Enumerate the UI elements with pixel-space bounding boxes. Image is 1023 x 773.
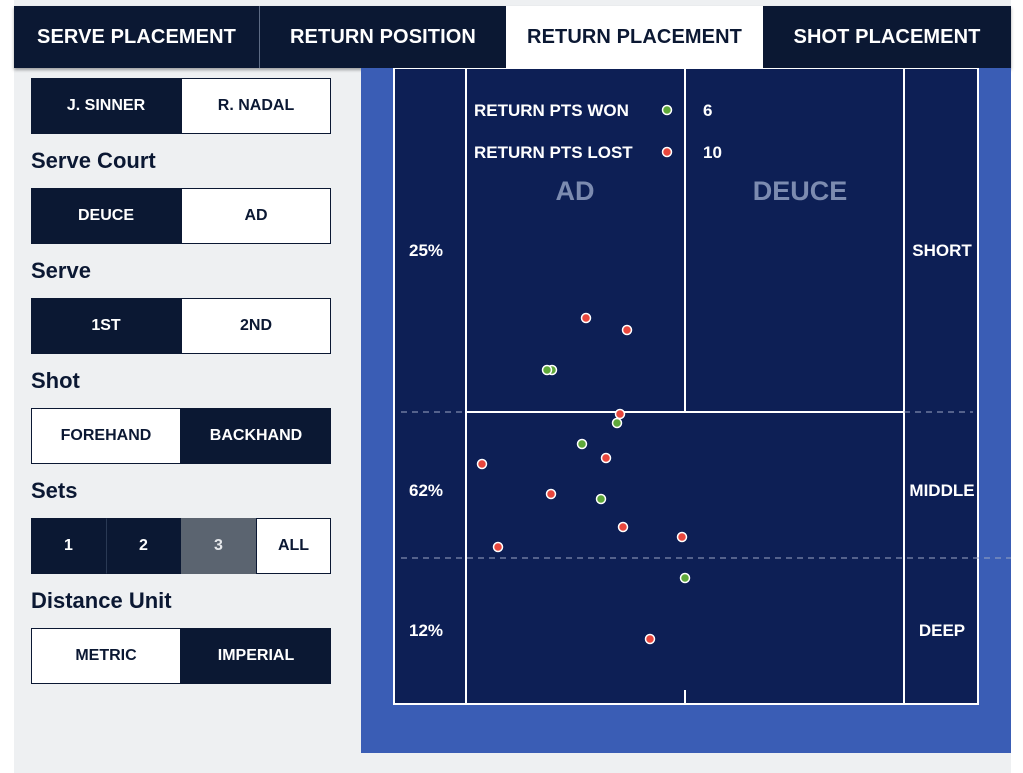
tab-bar: SERVE PLACEMENT RETURN POSITION RETURN P… (14, 6, 1011, 68)
serve-court-title: Serve Court (31, 148, 156, 173)
legend-won-value: 6 (703, 101, 712, 120)
serve-court-selector: DEUCE AD (31, 188, 331, 244)
return-dot-lost[interactable] (600, 452, 612, 464)
legend-lost-label: RETURN PTS LOST (474, 143, 633, 162)
return-dot-won[interactable] (595, 493, 607, 505)
legend-won-label: RETURN PTS WON (474, 101, 629, 120)
serve-court-ad-button[interactable]: AD (181, 188, 331, 244)
sets-selector: 1 2 3 ALL (31, 518, 331, 574)
legend-won-dot (661, 104, 673, 116)
tab-return-position[interactable]: RETURN POSITION (290, 25, 476, 48)
zone-middle-label: MIDDLE (909, 481, 974, 500)
set-2-button[interactable]: 2 (106, 518, 181, 574)
return-dot-lost[interactable] (676, 531, 688, 543)
set-all-button[interactable]: ALL (256, 518, 331, 574)
court-side-deuce-label: DEUCE (753, 176, 848, 206)
serve-selector: 1ST 2ND (31, 298, 331, 354)
return-dot-lost[interactable] (621, 324, 633, 336)
return-dots (476, 312, 691, 645)
legend-lost-dot (661, 146, 673, 158)
zone-deep-pct: 12% (409, 621, 443, 640)
shot-selector: FOREHAND BACKHAND (31, 408, 331, 464)
zone-short-pct: 25% (409, 241, 443, 260)
serve-first-button[interactable]: 1ST (31, 298, 181, 354)
return-dot-lost[interactable] (617, 521, 629, 533)
return-dot-lost[interactable] (476, 458, 488, 470)
sets-title: Sets (31, 478, 78, 503)
shot-backhand-button[interactable]: BACKHAND (181, 408, 331, 464)
zone-short-label: SHORT (912, 241, 972, 260)
shot-title: Shot (31, 368, 80, 393)
tab-serve-placement[interactable]: SERVE PLACEMENT (14, 6, 260, 68)
court-side-ad-label: AD (556, 176, 595, 206)
tab-shot-placement[interactable]: SHOT PLACEMENT (793, 25, 981, 48)
shot-forehand-button[interactable]: FOREHAND (31, 408, 181, 464)
return-dot-won[interactable] (541, 364, 553, 376)
return-dot-won[interactable] (576, 438, 588, 450)
return-dot-lost[interactable] (545, 488, 557, 500)
unit-imperial-button[interactable]: IMPERIAL (181, 628, 331, 684)
return-dot-lost[interactable] (580, 312, 592, 324)
zone-deep-label: DEEP (919, 621, 965, 640)
player-sinner-button[interactable]: J. SINNER (31, 78, 181, 134)
court-lines (393, 68, 979, 705)
set-1-button[interactable]: 1 (31, 518, 106, 574)
serve-second-button[interactable]: 2ND (181, 298, 331, 354)
set-3-button[interactable]: 3 (181, 518, 256, 574)
return-placement-court: RETURN PTS WON 6 RETURN PTS LOST 10 AD D… (393, 68, 1011, 705)
player-selector: J. SINNER R. NADAL (31, 78, 331, 134)
return-dot-won[interactable] (611, 417, 623, 429)
tab-return-placement[interactable]: RETURN PLACEMENT (506, 6, 763, 68)
player-nadal-button[interactable]: R. NADAL (181, 78, 331, 134)
serve-court-deuce-button[interactable]: DEUCE (31, 188, 181, 244)
return-dot-lost[interactable] (614, 408, 626, 420)
zone-dividers (401, 411, 1011, 559)
legend-lost-value: 10 (703, 143, 722, 162)
return-dot-lost[interactable] (492, 541, 504, 553)
distance-unit-title: Distance Unit (31, 588, 172, 613)
zone-middle-pct: 62% (409, 481, 443, 500)
serve-title: Serve (31, 258, 91, 283)
distance-unit-selector: METRIC IMPERIAL (31, 628, 331, 684)
unit-metric-button[interactable]: METRIC (31, 628, 181, 684)
return-dot-lost[interactable] (644, 633, 656, 645)
return-dot-won[interactable] (679, 572, 691, 584)
